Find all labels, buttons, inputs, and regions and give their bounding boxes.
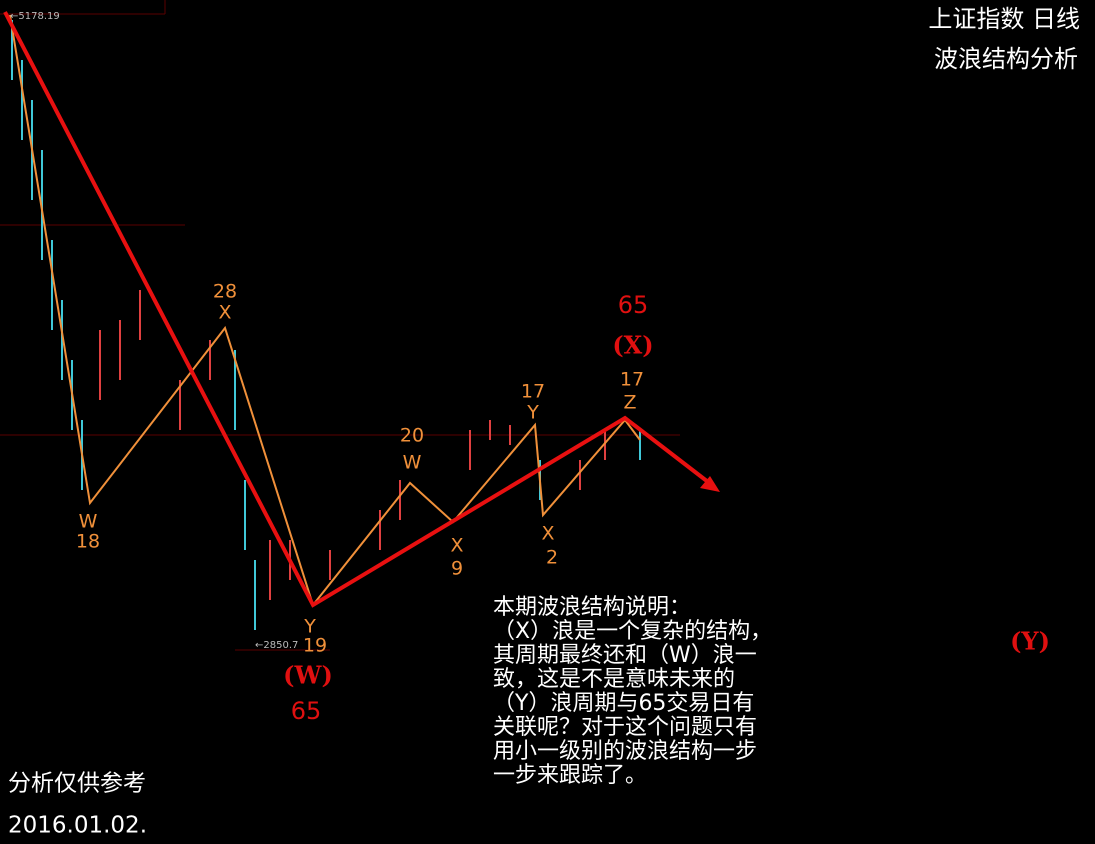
main-wave-line	[3, 11, 714, 608]
title: 上证指数 日线	[928, 5, 1080, 33]
note-line: （Y）浪周期与65交易日有	[493, 691, 754, 716]
wave-label: W	[403, 452, 422, 474]
wave-label: Y	[303, 616, 316, 638]
note: 本期波浪结构说明：（X）浪是一个复杂的结构，其周期最终还和（W）浪一致，这是不是…	[493, 595, 772, 788]
wave-label: X	[541, 523, 554, 545]
wave-count: 65	[618, 291, 649, 319]
wave-label: Z	[623, 392, 636, 414]
note-line: 本期波浪结构说明：	[493, 595, 691, 620]
guides	[0, 0, 680, 651]
wave-label: X	[450, 535, 463, 557]
candles-decor	[11, 20, 641, 630]
subtitle: 波浪结构分析	[934, 45, 1078, 73]
wave-count: 17	[620, 369, 644, 391]
wave-count: 9	[451, 558, 463, 580]
wave-count: 18	[76, 531, 100, 553]
note-line: 一步来跟踪了。	[493, 763, 647, 788]
date: 2016.01.02.	[8, 813, 147, 839]
wave-count: 28	[213, 281, 237, 303]
wave-label: (X)	[612, 331, 653, 360]
candles-decor-up	[99, 290, 606, 600]
wave-label: X	[218, 302, 231, 324]
sub-wave-line	[9, 14, 641, 608]
wave-label: W	[79, 511, 98, 533]
high-label: ←5178.19	[10, 11, 60, 22]
note-line: 关联呢？对于这个问题只有	[493, 715, 757, 740]
wave-count: 20	[400, 425, 424, 447]
note-line: 致，这是不是意味未来的	[493, 667, 735, 692]
wave-count: 2	[546, 547, 558, 569]
arrow-head	[700, 476, 720, 492]
note-line: （X）浪是一个复杂的结构，	[493, 619, 772, 644]
wave-label: Y	[526, 402, 539, 424]
note-line: 用小一级别的波浪结构一步	[493, 739, 757, 764]
wave-label: (W)	[283, 661, 333, 690]
wave-count: 17	[521, 381, 545, 403]
low-label: ←2850.7	[255, 640, 298, 651]
note-line: 其周期最终还和（W）浪一	[493, 643, 757, 668]
wave-count: 19	[303, 635, 327, 657]
disclaimer: 分析仅供参考	[8, 771, 146, 797]
wave-count: 65	[291, 697, 322, 725]
wave-label: (Y)	[1010, 627, 1050, 656]
